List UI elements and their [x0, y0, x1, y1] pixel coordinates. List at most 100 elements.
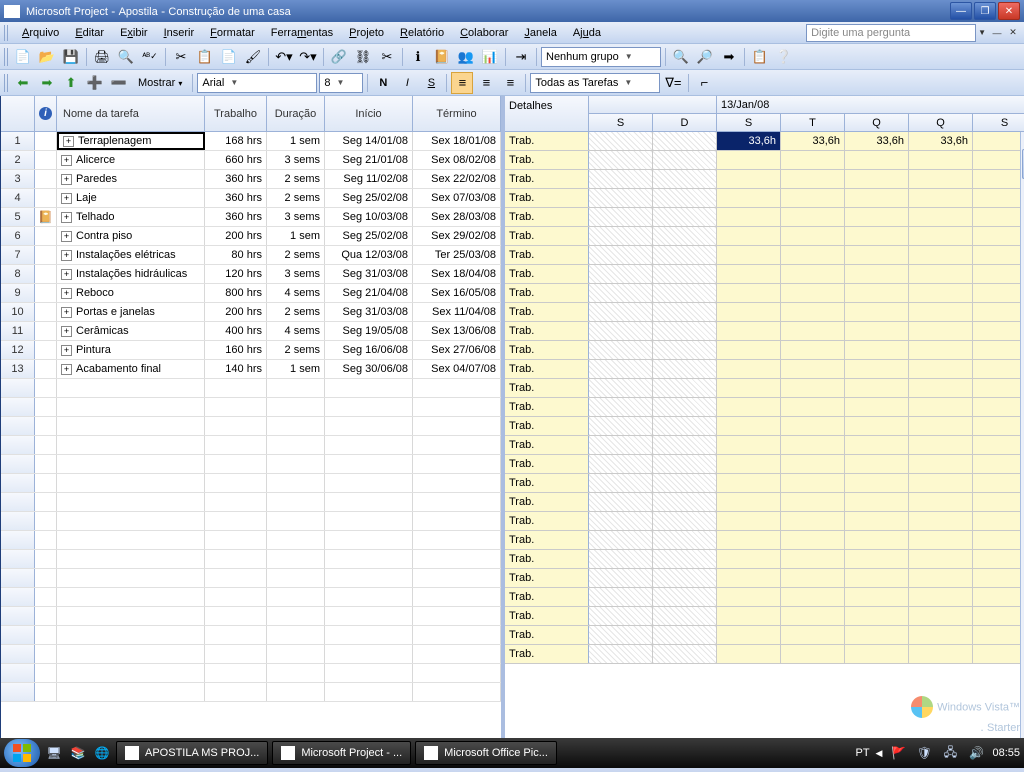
timephased-cell[interactable]	[781, 227, 845, 245]
cell-info[interactable]	[35, 322, 57, 340]
cell-trabalho[interactable]: 360 hrs	[205, 208, 267, 226]
cell-trabalho[interactable]	[205, 645, 267, 663]
cell-trabalho[interactable]	[205, 398, 267, 416]
row-number[interactable]	[1, 664, 35, 682]
cell-duracao[interactable]	[267, 607, 325, 625]
table-row[interactable]	[1, 588, 501, 607]
cell-detalhes[interactable]: Trab.	[505, 588, 589, 606]
timephased-cell[interactable]	[909, 170, 973, 188]
day-header[interactable]: S	[717, 114, 781, 132]
assign-button[interactable]: 👥	[455, 46, 477, 68]
cell-inicio[interactable]: Seg 10/03/08	[325, 208, 413, 226]
timephased-cell[interactable]	[909, 189, 973, 207]
timephased-row[interactable]: Trab.	[505, 208, 1024, 227]
row-number[interactable]: 12	[1, 341, 35, 359]
cell-inicio[interactable]: Seg 11/02/08	[325, 170, 413, 188]
cell-trabalho[interactable]: 120 hrs	[205, 265, 267, 283]
timephased-cell[interactable]	[653, 265, 717, 283]
autofilter-button[interactable]: ∇=	[662, 72, 684, 94]
table-row[interactable]	[1, 683, 501, 702]
cell-trabalho[interactable]: 168 hrs	[205, 132, 267, 150]
cell-termino[interactable]	[413, 436, 501, 454]
timescale-date[interactable]: 13/Jan/08	[717, 96, 1024, 113]
cell-termino[interactable]: Sex 28/03/08	[413, 208, 501, 226]
timephased-cell[interactable]	[845, 474, 909, 492]
row-number[interactable]	[1, 607, 35, 625]
table-row[interactable]	[1, 607, 501, 626]
timephased-cell[interactable]	[717, 550, 781, 568]
menu-exibir[interactable]: Exibir	[112, 25, 156, 41]
expand-icon[interactable]: +	[61, 364, 72, 375]
timephased-cell[interactable]	[653, 341, 717, 359]
tray-shield-icon[interactable]: 🛡	[914, 743, 934, 763]
cell-trabalho[interactable]: 400 hrs	[205, 322, 267, 340]
cell-inicio[interactable]	[325, 531, 413, 549]
cell-inicio[interactable]: Qua 12/03/08	[325, 246, 413, 264]
timephased-cell[interactable]	[845, 607, 909, 625]
zoomin-button[interactable]: 🔍	[670, 46, 692, 68]
timephased-cell[interactable]	[653, 550, 717, 568]
timephased-row[interactable]: Trab.	[505, 588, 1024, 607]
timephased-cell[interactable]	[845, 208, 909, 226]
table-row[interactable]: 9+Reboco800 hrs4 semsSeg 21/04/08Sex 16/…	[1, 284, 501, 303]
col-trabalho[interactable]: Trabalho	[205, 96, 267, 131]
menu-ajuda[interactable]: Ajuda	[565, 25, 609, 41]
cell-trabalho[interactable]	[205, 607, 267, 625]
timephased-cell[interactable]	[717, 322, 781, 340]
cell-detalhes[interactable]: Trab.	[505, 550, 589, 568]
cell-duracao[interactable]: 3 sems	[267, 208, 325, 226]
menu-formatar[interactable]: Formatar	[202, 25, 263, 41]
timephased-cell[interactable]	[589, 512, 653, 530]
timephased-cell[interactable]	[781, 189, 845, 207]
timephased-cell[interactable]	[909, 550, 973, 568]
row-number[interactable]: 8	[1, 265, 35, 283]
timephased-cell[interactable]	[717, 189, 781, 207]
cell-trabalho[interactable]: 80 hrs	[205, 246, 267, 264]
expand-icon[interactable]: +	[61, 155, 72, 166]
table-row[interactable]	[1, 512, 501, 531]
cell-detalhes[interactable]: Trab.	[505, 265, 589, 283]
cell-duracao[interactable]: 1 sem	[267, 132, 325, 150]
cell-duracao[interactable]: 2 sems	[267, 246, 325, 264]
cell-trabalho[interactable]	[205, 550, 267, 568]
timephased-cell[interactable]	[909, 588, 973, 606]
timephased-cell[interactable]	[781, 531, 845, 549]
timephased-cell[interactable]	[589, 189, 653, 207]
cell-nome[interactable]: +Telhado	[57, 208, 205, 226]
menu-projeto[interactable]: Projeto	[341, 25, 392, 41]
cell-nome[interactable]	[57, 645, 205, 663]
day-header[interactable]: S	[589, 114, 653, 132]
new-button[interactable]: 📄	[12, 46, 34, 68]
table-row[interactable]	[1, 398, 501, 417]
cell-info[interactable]	[35, 227, 57, 245]
cell-nome[interactable]	[57, 531, 205, 549]
timephased-row[interactable]: Trab.	[505, 626, 1024, 645]
table-row[interactable]	[1, 645, 501, 664]
cell-inicio[interactable]	[325, 626, 413, 644]
cell-nome[interactable]	[57, 398, 205, 416]
timephased-cell[interactable]	[589, 132, 653, 150]
timephased-cell[interactable]	[909, 246, 973, 264]
cell-detalhes[interactable]: Trab.	[505, 493, 589, 511]
timephased-cell[interactable]	[909, 569, 973, 587]
cell-termino[interactable]: Sex 16/05/08	[413, 284, 501, 302]
timephased-cell[interactable]	[845, 493, 909, 511]
timephased-row[interactable]: Trab.	[505, 379, 1024, 398]
cell-info[interactable]	[35, 436, 57, 454]
timephased-cell[interactable]	[717, 151, 781, 169]
timephased-cell[interactable]	[717, 531, 781, 549]
cell-detalhes[interactable]: Trab.	[505, 569, 589, 587]
align-right-button[interactable]: ≡	[499, 72, 521, 94]
cut-button[interactable]: ✂	[170, 46, 192, 68]
timephased-cell[interactable]	[973, 360, 1024, 378]
table-row[interactable]	[1, 474, 501, 493]
show-button[interactable]: Mostrar ▾	[132, 77, 188, 89]
timephased-row[interactable]: Trab.	[505, 607, 1024, 626]
timephased-cell[interactable]	[909, 360, 973, 378]
timephased-cell[interactable]	[717, 417, 781, 435]
col-detalhes[interactable]: Detalhes	[505, 96, 589, 132]
cell-info[interactable]	[35, 607, 57, 625]
cell-duracao[interactable]	[267, 664, 325, 682]
cell-inicio[interactable]	[325, 645, 413, 663]
timephased-cell[interactable]	[653, 208, 717, 226]
